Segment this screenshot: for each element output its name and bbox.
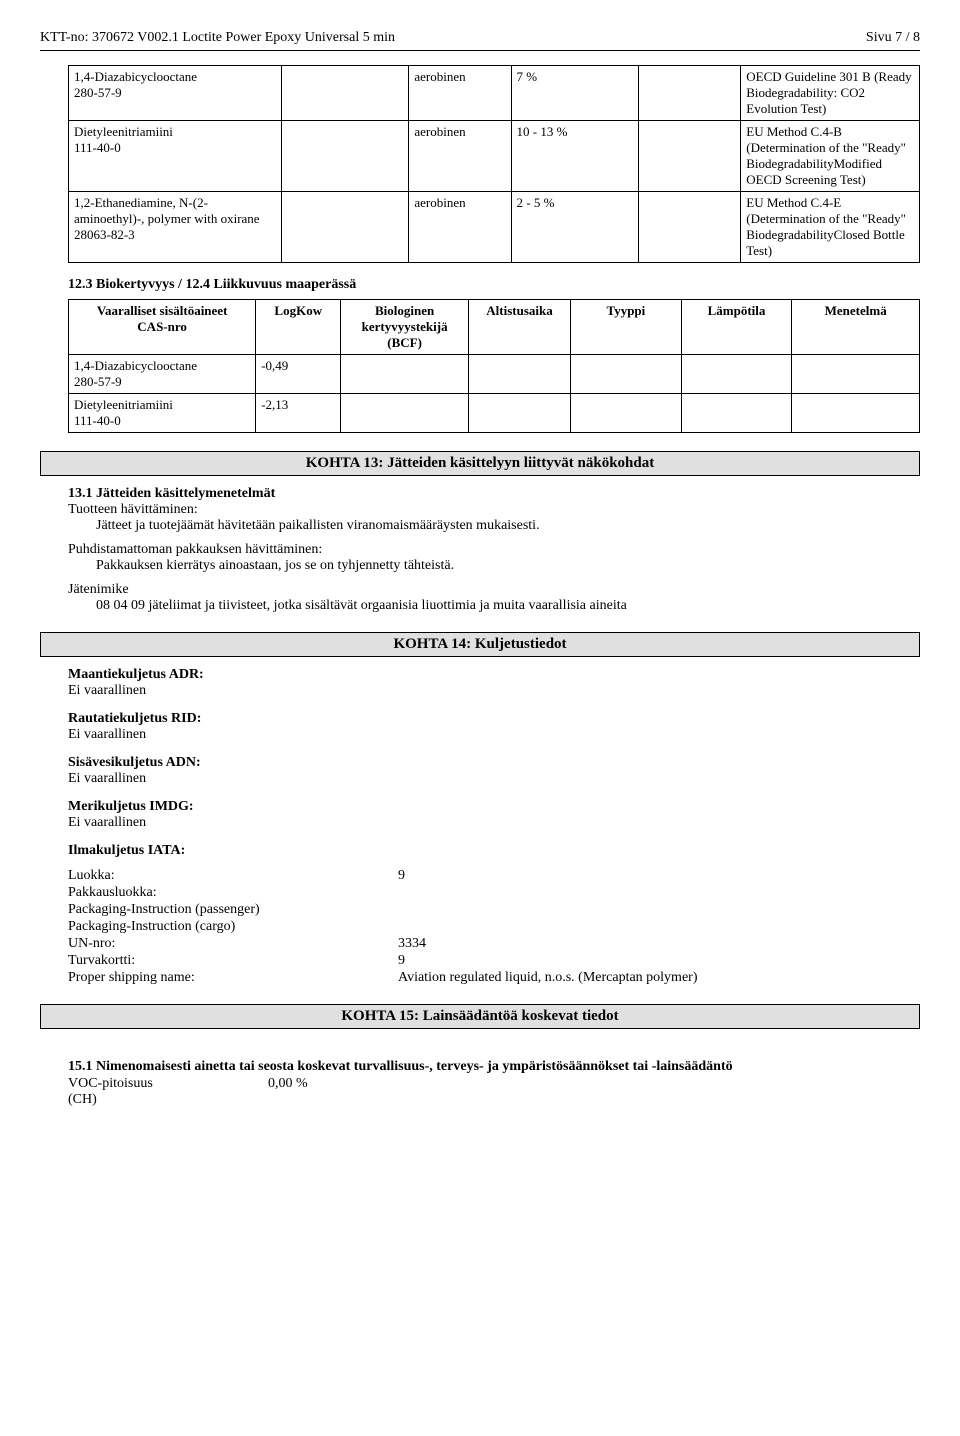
iata-value: [398, 902, 920, 918]
table-cell: [792, 394, 920, 433]
transport-mode-value: Ei vaarallinen: [68, 727, 920, 743]
kohta13-s1-title: 13.1 Jätteiden käsittelymenetelmät: [68, 486, 920, 502]
table-cell: -2,13: [256, 394, 341, 433]
table-cell: 7 %: [511, 66, 639, 121]
table-header-cell: Lämpötila: [681, 300, 792, 355]
table-header-cell: Vaaralliset sisältöaineet CAS-nro: [69, 300, 256, 355]
table-cell: 1,4-Diazabicyclooctane 280-57-9: [69, 66, 282, 121]
voc-label: VOC-pitoisuus (CH): [68, 1076, 268, 1108]
table-header-cell: Menetelmä: [792, 300, 920, 355]
table-cell: Dietyleenitriamiini 111-40-0: [69, 121, 282, 192]
waste-label: Jätenimike: [68, 582, 920, 598]
table-header-cell: Biologinen kertyvyystekijä (BCF): [341, 300, 469, 355]
transport-mode-title: Rautatiekuljetus RID:: [68, 711, 920, 727]
header-divider: [40, 50, 920, 51]
table-header-cell: Tyyppi: [571, 300, 682, 355]
table-cell: [571, 394, 682, 433]
disposal-label: Tuotteen hävittäminen:: [68, 502, 920, 518]
biodegradation-table: 1,4-Diazabicyclooctane 280-57-9 aerobinen…: [68, 65, 920, 263]
table-cell: aerobinen: [409, 192, 511, 263]
iata-value: [398, 885, 920, 901]
pkg-text: Pakkauksen kierrätys ainoastaan, jos se …: [68, 558, 920, 574]
table-cell: 1,2-Ethanediamine, N-(2-aminoethyl)-, po…: [69, 192, 282, 263]
kohta13-bar: KOHTA 13: Jätteiden käsittelyyn liittyvä…: [40, 451, 920, 476]
waste-text: 08 04 09 jäteliimat ja tiivisteet, jotka…: [68, 598, 920, 614]
table-cell: [468, 394, 570, 433]
table-cell: [281, 121, 409, 192]
table-cell: EU Method C.4-B (Determination of the "R…: [741, 121, 920, 192]
iata-label: Packaging-Instruction (cargo): [68, 919, 398, 935]
iata-label: Luokka:: [68, 868, 398, 884]
table-row: 1,2-Ethanediamine, N-(2-aminoethyl)-, po…: [69, 192, 920, 263]
table-cell: [639, 192, 741, 263]
table-cell: [571, 355, 682, 394]
iata-label: UN-nro:: [68, 936, 398, 952]
iata-title: Ilmakuljetus IATA:: [68, 843, 920, 859]
table-header-cell: LogKow: [256, 300, 341, 355]
iata-label: Proper shipping name:: [68, 970, 398, 986]
table-row: 1,4-Diazabicyclooctane 280-57-9 aerobinen…: [69, 66, 920, 121]
voc-value: 0,00 %: [268, 1076, 920, 1108]
kohta15-s1-title: 15.1 Nimenomaisesti ainetta tai seosta k…: [68, 1059, 920, 1075]
disposal-text: Jätteet ja tuotejäämät hävitetään paikal…: [68, 518, 920, 534]
transport-mode-value: Ei vaarallinen: [68, 771, 920, 787]
header-right: Sivu 7 / 8: [866, 30, 920, 46]
table-cell: OECD Guideline 301 B (Ready Biodegradabi…: [741, 66, 920, 121]
transport-mode-title: Sisävesikuljetus ADN:: [68, 755, 920, 771]
iata-label: Pakkausluokka:: [68, 885, 398, 901]
table-row: 1,4-Diazabicyclooctane 280-57-9-0,49: [69, 355, 920, 394]
kohta15-bar: KOHTA 15: Lainsäädäntöä koskevat tiedot: [40, 1004, 920, 1029]
iata-value: [398, 919, 920, 935]
kohta14-bar: KOHTA 14: Kuljetustiedot: [40, 632, 920, 657]
section-12-3-title: 12.3 Biokertyvyys / 12.4 Liikkuvuus maap…: [40, 277, 920, 293]
table-row: Dietyleenitriamiini 111-40-0 aerobinen10 …: [69, 121, 920, 192]
table-cell: Dietyleenitriamiini 111-40-0: [69, 394, 256, 433]
table-cell: [468, 355, 570, 394]
table-cell: -0,49: [256, 355, 341, 394]
table-cell: [281, 192, 409, 263]
transport-mode-title: Maantiekuljetus ADR:: [68, 667, 920, 683]
iata-value: 3334: [398, 936, 920, 952]
table-cell: [681, 355, 792, 394]
table-cell: [792, 355, 920, 394]
transport-mode-value: Ei vaarallinen: [68, 683, 920, 699]
iata-value: 9: [398, 868, 920, 884]
transport-mode-title: Merikuljetus IMDG:: [68, 799, 920, 815]
table-cell: [281, 66, 409, 121]
table-cell: [639, 121, 741, 192]
table-cell: [681, 394, 792, 433]
table-cell: [341, 355, 469, 394]
table-row: Dietyleenitriamiini 111-40-0-2,13: [69, 394, 920, 433]
table-cell: [341, 394, 469, 433]
table-header-cell: Altistusaika: [468, 300, 570, 355]
pkg-label: Puhdistamattoman pakkauksen hävittäminen…: [68, 542, 920, 558]
table-cell: 1,4-Diazabicyclooctane 280-57-9: [69, 355, 256, 394]
transport-mode-value: Ei vaarallinen: [68, 815, 920, 831]
table-cell: 2 - 5 %: [511, 192, 639, 263]
iata-value: Aviation regulated liquid, n.o.s. (Merca…: [398, 970, 920, 986]
table-cell: [639, 66, 741, 121]
iata-label: Packaging-Instruction (passenger): [68, 902, 398, 918]
table-cell: aerobinen: [409, 121, 511, 192]
header-left: KTT-no: 370672 V002.1 Loctite Power Epox…: [40, 30, 395, 46]
iata-value: 9: [398, 953, 920, 969]
table-cell: EU Method C.4-E (Determination of the "R…: [741, 192, 920, 263]
bioaccumulation-table: Vaaralliset sisältöaineet CAS-nroLogKowB…: [68, 299, 920, 433]
iata-label: Turvakortti:: [68, 953, 398, 969]
table-cell: 10 - 13 %: [511, 121, 639, 192]
table-cell: aerobinen: [409, 66, 511, 121]
